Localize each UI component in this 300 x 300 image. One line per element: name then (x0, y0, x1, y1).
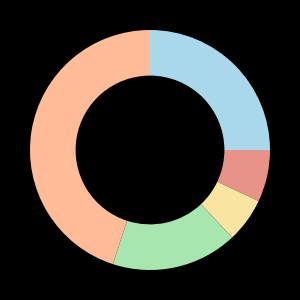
Wedge shape (113, 204, 232, 270)
Wedge shape (30, 30, 150, 264)
Wedge shape (201, 182, 259, 238)
Wedge shape (150, 30, 270, 150)
Wedge shape (217, 150, 270, 201)
